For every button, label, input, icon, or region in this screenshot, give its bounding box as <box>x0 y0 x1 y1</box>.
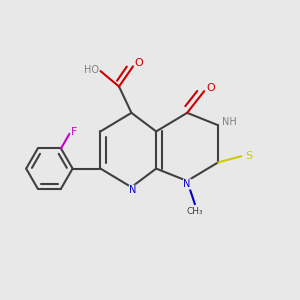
Text: O: O <box>135 58 143 68</box>
Text: F: F <box>71 127 77 137</box>
Text: HO: HO <box>84 64 99 74</box>
Text: O: O <box>206 83 215 93</box>
Text: N: N <box>184 179 191 189</box>
Text: S: S <box>245 151 253 161</box>
Text: CH₃: CH₃ <box>187 207 203 216</box>
Text: NH: NH <box>222 117 236 127</box>
Text: N: N <box>129 185 137 195</box>
